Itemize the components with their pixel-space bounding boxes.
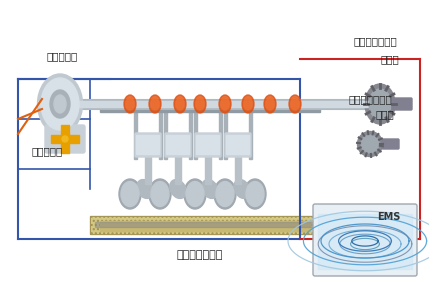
Text: 機油控制閥: 機油控制閥 (31, 146, 63, 156)
Ellipse shape (174, 95, 186, 113)
Bar (38, 99, 378, 109)
FancyBboxPatch shape (382, 139, 399, 149)
Bar (100, 221, 310, 231)
Bar (159, 109, 162, 159)
Bar (194, 109, 197, 159)
FancyBboxPatch shape (135, 133, 161, 157)
Bar (90, 216, 320, 234)
Bar (100, 102, 320, 108)
Ellipse shape (365, 84, 395, 124)
Bar (38, 101, 378, 107)
Ellipse shape (126, 98, 134, 110)
Bar (318, 214, 412, 269)
Ellipse shape (219, 95, 231, 113)
FancyBboxPatch shape (195, 133, 221, 157)
Ellipse shape (149, 95, 161, 113)
FancyBboxPatch shape (165, 133, 191, 157)
Text: 曲軸位置傳感器: 曲軸位置傳感器 (348, 94, 392, 104)
Bar (90, 216, 320, 234)
Ellipse shape (242, 95, 254, 113)
Ellipse shape (246, 181, 264, 207)
Text: 凸輪位置傳感器: 凸輪位置傳感器 (353, 36, 397, 46)
Ellipse shape (151, 181, 169, 207)
Text: 信號盤: 信號盤 (381, 54, 399, 64)
Ellipse shape (194, 95, 206, 113)
FancyBboxPatch shape (313, 204, 417, 276)
Ellipse shape (291, 98, 299, 110)
Ellipse shape (266, 98, 274, 110)
Ellipse shape (216, 181, 234, 207)
FancyBboxPatch shape (227, 136, 250, 155)
Ellipse shape (50, 90, 70, 118)
Ellipse shape (124, 95, 136, 113)
Ellipse shape (186, 181, 204, 207)
Ellipse shape (149, 179, 171, 209)
Ellipse shape (244, 179, 266, 209)
Ellipse shape (214, 179, 236, 209)
Bar (134, 109, 137, 159)
Ellipse shape (37, 74, 82, 134)
Bar (90, 216, 320, 234)
Bar (175, 154, 181, 184)
Bar (189, 109, 192, 159)
Bar (145, 154, 151, 184)
FancyBboxPatch shape (45, 125, 85, 153)
Text: 信號盤: 信號盤 (376, 109, 394, 119)
Bar (205, 154, 211, 184)
Ellipse shape (196, 98, 204, 110)
Text: EMS: EMS (377, 212, 400, 222)
FancyBboxPatch shape (392, 98, 412, 110)
Ellipse shape (119, 179, 141, 209)
Ellipse shape (244, 98, 252, 110)
Bar (164, 109, 167, 159)
Ellipse shape (62, 136, 68, 142)
FancyBboxPatch shape (136, 136, 160, 155)
Ellipse shape (170, 179, 186, 199)
FancyBboxPatch shape (225, 133, 251, 157)
Bar (249, 109, 252, 159)
Ellipse shape (264, 95, 276, 113)
Ellipse shape (57, 97, 73, 112)
FancyBboxPatch shape (166, 136, 190, 155)
Ellipse shape (60, 99, 70, 110)
Bar (235, 154, 241, 184)
Ellipse shape (361, 135, 379, 153)
Ellipse shape (184, 179, 206, 209)
Bar (219, 109, 222, 159)
Ellipse shape (63, 101, 67, 107)
Bar (61, 125, 69, 153)
Ellipse shape (176, 98, 184, 110)
Bar (95, 222, 315, 227)
Ellipse shape (202, 179, 218, 199)
Bar (224, 109, 227, 159)
Ellipse shape (289, 95, 301, 113)
Ellipse shape (121, 181, 139, 207)
Ellipse shape (357, 131, 383, 157)
Ellipse shape (221, 98, 229, 110)
Bar (51, 135, 79, 143)
Ellipse shape (54, 95, 66, 113)
Ellipse shape (369, 89, 391, 119)
Ellipse shape (137, 179, 153, 199)
Text: 發動機管理系統: 發動機管理系統 (177, 250, 223, 260)
Text: 相位調節器: 相位調節器 (46, 51, 78, 61)
FancyBboxPatch shape (196, 136, 220, 155)
Bar (100, 100, 320, 112)
Ellipse shape (151, 98, 159, 110)
Ellipse shape (41, 78, 79, 130)
Ellipse shape (234, 179, 250, 199)
